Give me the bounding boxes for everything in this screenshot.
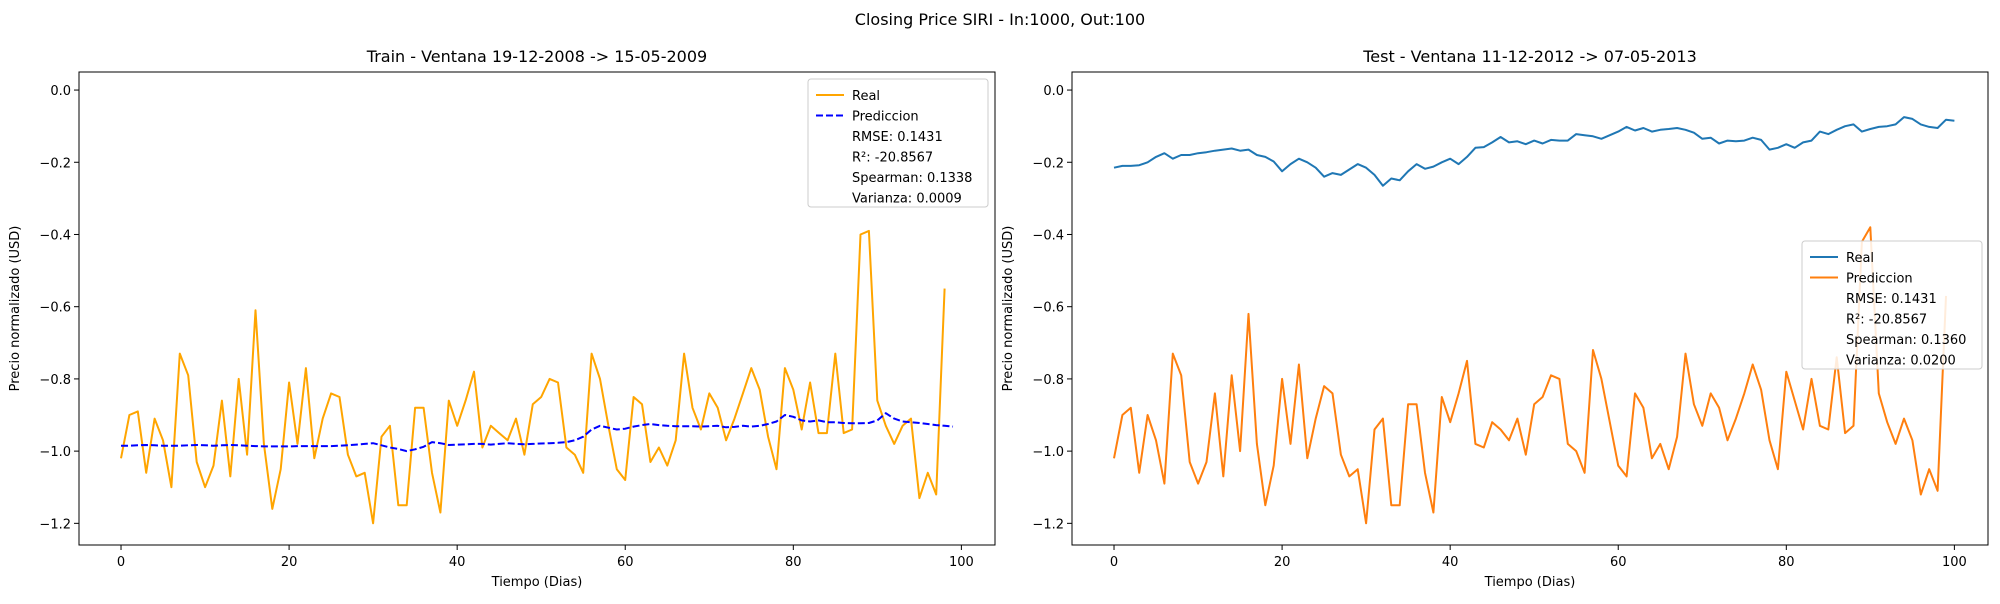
x-tick-label: 80 (785, 555, 802, 570)
x-tick-label: 40 (449, 555, 466, 570)
y-tick-label: 0.0 (1043, 84, 1064, 99)
legend-label: Prediccion (1846, 272, 1913, 287)
y-tick-label: −0.8 (39, 373, 71, 388)
y-tick-label: −1.0 (1032, 445, 1064, 460)
y-tick-label: −0.6 (39, 301, 71, 316)
y-tick-label: −0.4 (1032, 228, 1064, 243)
x-tick-label: 20 (1274, 555, 1291, 570)
x-tick-label: 100 (1942, 555, 1967, 570)
legend-metric: R²: -20.8567 (852, 151, 933, 166)
series-line-prediccion (121, 412, 954, 453)
y-axis-label: Precio normalizado (USD) (8, 226, 23, 392)
y-tick-label: −1.0 (39, 445, 71, 460)
x-tick-label: 100 (949, 555, 974, 570)
test-panel: Test - Ventana 11-12-2012 -> 07-05-2013 0… (1001, 47, 1989, 590)
x-axis-label: Tiempo (Dias) (491, 575, 583, 590)
legend-label: Real (852, 89, 880, 104)
y-tick-label: −0.6 (1032, 301, 1064, 316)
legend-metric: RMSE: 0.1431 (1846, 292, 1937, 307)
x-tick-label: 0 (117, 555, 125, 570)
axes-frame (78, 71, 996, 546)
x-tick-label: 60 (617, 555, 634, 570)
y-tick-label: −1.2 (39, 517, 71, 532)
subplot-title: Test - Ventana 11-12-2012 -> 07-05-2013 (1362, 47, 1697, 66)
y-tick-label: −0.4 (39, 228, 71, 243)
x-tick-label: 40 (1442, 555, 1459, 570)
x-tick-label: 80 (1778, 555, 1795, 570)
y-tick-label: −0.8 (1032, 373, 1064, 388)
y-axis-label: Precio normalizado (USD) (1001, 226, 1016, 392)
legend-box (807, 78, 989, 208)
y-tick-label: −0.2 (1032, 156, 1064, 171)
legend-metric: R²: -20.8567 (1846, 313, 1927, 328)
x-tick-label: 0 (1110, 555, 1118, 570)
x-tick-label: 20 (281, 555, 298, 570)
legend-metric: Spearman: 0.1360 (1846, 333, 1966, 348)
x-tick-label: 60 (1610, 555, 1627, 570)
y-tick-label: 0.0 (50, 84, 71, 99)
subplot-title: Train - Ventana 19-12-2008 -> 15-05-2009 (366, 47, 707, 66)
axes-frame (1071, 71, 1989, 546)
legend-metric: RMSE: 0.1431 (852, 130, 943, 145)
legend-label: Prediccion (852, 110, 919, 125)
legend-label: Real (1846, 251, 1874, 266)
series-line-prediccion (1113, 226, 1947, 525)
series-line-real (120, 229, 946, 525)
figure-suptitle: Closing Price SIRI - In:1000, Out:100 (855, 10, 1145, 29)
legend-metric: Varianza: 0.0200 (1846, 354, 1956, 369)
legend-metric: Spearman: 0.1338 (852, 171, 972, 186)
y-tick-label: −1.2 (1032, 517, 1064, 532)
series-line-real (1113, 116, 1955, 187)
y-tick-label: −0.2 (39, 156, 71, 171)
x-axis-label: Tiempo (Dias) (1484, 575, 1576, 590)
legend-box (1801, 240, 1983, 370)
legend-metric: Varianza: 0.0009 (852, 192, 962, 207)
train-panel: Train - Ventana 19-12-2008 -> 15-05-2009… (8, 47, 996, 590)
